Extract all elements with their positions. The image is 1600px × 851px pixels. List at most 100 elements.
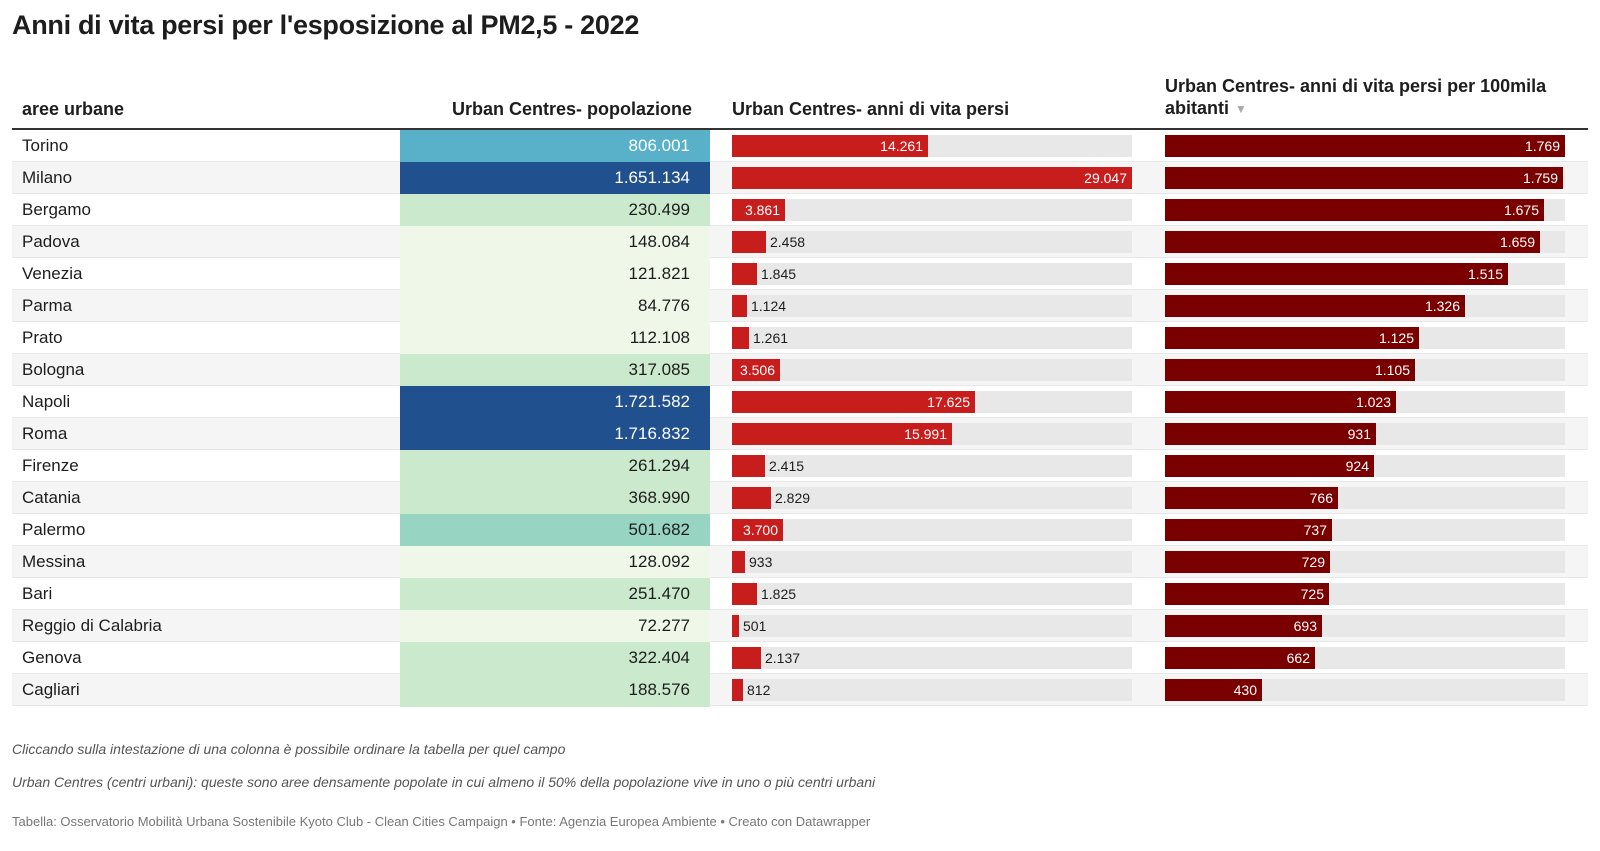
city-name: Catania (22, 488, 81, 507)
city-name: Genova (22, 648, 82, 667)
column-header-years-lost[interactable]: Urban Centres- anni di vita persi (732, 98, 1009, 120)
rate-label: 430 (1233, 682, 1257, 698)
rate-bar-track: 1.759 (1165, 167, 1565, 189)
years-lost-label: 3.700 (742, 522, 778, 538)
city-name: Roma (22, 424, 68, 443)
years-lost-bar (732, 167, 1132, 189)
rate-bar (1165, 423, 1376, 445)
years-lost-bar (732, 615, 739, 637)
years-lost-label: 1.261 (753, 330, 789, 346)
population-cell: 251.470 (400, 578, 710, 611)
city-name: Napoli (22, 392, 71, 411)
population-cell: 1.721.582 (400, 386, 710, 419)
rate-bar (1165, 263, 1508, 285)
data-table: aree urbane Urban Centres- popolazione U… (12, 74, 1588, 707)
years-lost-label: 17.625 (927, 394, 970, 410)
years-bar-track: 3.861 (732, 199, 1132, 221)
years-bar-track: 29.047 (732, 167, 1132, 189)
city-name: Milano (22, 168, 73, 187)
rate-bar (1165, 199, 1544, 221)
triangle-down-icon: ▼ (1235, 102, 1247, 116)
table-row: Reggio di Calabria 72.277 501 693 (12, 610, 1588, 643)
city-name: Palermo (22, 520, 86, 539)
city-name: Venezia (22, 264, 83, 283)
table-header: aree urbane Urban Centres- popolazione U… (12, 74, 1588, 130)
column-header-label: Urban Centres- popolazione (451, 99, 692, 119)
years-lost-label: 2.829 (775, 490, 811, 506)
page-title: Anni di vita persi per l'esposizione al … (12, 10, 640, 40)
years-lost-bar (732, 519, 783, 541)
population-cell: 84.776 (400, 290, 710, 323)
rate-label: 1.769 (1524, 138, 1560, 154)
rate-bar-track: 1.515 (1165, 263, 1565, 285)
population-cell: 261.294 (400, 450, 710, 483)
rate-bar-track: 693 (1165, 615, 1565, 637)
table-row: Parma 84.776 1.124 1.326 (12, 290, 1588, 323)
rate-bar-track: 430 (1165, 679, 1565, 701)
table-row: Roma 1.716.832 15.991 931 (12, 418, 1588, 451)
population-cell: 1.716.832 (400, 418, 710, 451)
years-bar-track: 1.124 (732, 295, 1132, 317)
years-lost-label: 2.458 (770, 234, 806, 250)
rate-bar-track: 1.125 (1165, 327, 1565, 349)
population-cell: 128.092 (400, 546, 710, 579)
rate-bar-track: 725 (1165, 583, 1565, 605)
rate-bar (1165, 455, 1374, 477)
rate-label: 737 (1303, 522, 1327, 538)
years-lost-bar (732, 327, 749, 349)
years-bar-track: 3.700 (732, 519, 1132, 541)
table-row: Napoli 1.721.582 17.625 1.023 (12, 386, 1588, 419)
population-cell: 501.682 (400, 514, 710, 547)
table-row: Padova 148.084 2.458 1.659 (12, 226, 1588, 259)
city-name: Bergamo (22, 200, 91, 219)
years-lost-bar (732, 455, 765, 477)
rate-bar (1165, 231, 1540, 253)
table-row: Venezia 121.821 1.845 1.515 (12, 258, 1588, 291)
years-lost-label: 15.991 (904, 426, 947, 442)
rate-label: 1.659 (1499, 234, 1535, 250)
rate-bar (1165, 647, 1315, 669)
years-bar-track: 1.825 (732, 583, 1132, 605)
column-header-population[interactable]: Urban Centres- popolazione (400, 98, 692, 120)
table-row: Genova 322.404 2.137 662 (12, 642, 1588, 675)
rate-bar (1165, 295, 1465, 317)
rate-label: 766 (1309, 490, 1333, 506)
years-bar-track: 933 (732, 551, 1132, 573)
table-row: Firenze 261.294 2.415 924 (12, 450, 1588, 483)
column-header-rate-per-100k[interactable]: Urban Centres- anni di vita persi per 10… (1165, 75, 1575, 120)
table-row: Catania 368.990 2.829 766 (12, 482, 1588, 515)
years-bar-track: 501 (732, 615, 1132, 637)
rate-bar-track: 1.769 (1165, 135, 1565, 157)
years-lost-bar (732, 423, 952, 445)
years-bar-track: 14.261 (732, 135, 1132, 157)
column-header-name[interactable]: aree urbane (22, 98, 124, 120)
years-lost-label: 933 (749, 554, 773, 570)
years-lost-label: 29.047 (1084, 170, 1127, 186)
years-lost-label: 1.845 (761, 266, 797, 282)
rate-label: 1.759 (1522, 170, 1558, 186)
population-cell: 230.499 (400, 194, 710, 227)
table-note-definition: Urban Centres (centri urbani): queste so… (12, 774, 876, 790)
rate-bar (1165, 615, 1322, 637)
table-row: Messina 128.092 933 729 (12, 546, 1588, 579)
years-lost-label: 3.506 (739, 362, 775, 378)
column-header-label: Urban Centres- anni di vita persi (732, 99, 1010, 119)
table-row: Palermo 501.682 3.700 737 (12, 514, 1588, 547)
rate-bar-track: 1.675 (1165, 199, 1565, 221)
rate-bar-track: 1.659 (1165, 231, 1565, 253)
years-bar-track: 15.991 (732, 423, 1132, 445)
rate-bar-track: 1.105 (1165, 359, 1565, 381)
table-row: Prato 112.108 1.261 1.125 (12, 322, 1588, 355)
years-lost-bar (732, 231, 766, 253)
rate-bar (1165, 551, 1330, 573)
years-bar-track: 2.415 (732, 455, 1132, 477)
rate-bar-track: 766 (1165, 487, 1565, 509)
years-lost-label: 2.415 (769, 458, 805, 474)
years-bar-track: 2.137 (732, 647, 1132, 669)
years-lost-bar (732, 583, 757, 605)
rate-bar (1165, 583, 1329, 605)
rate-bar (1165, 679, 1262, 701)
table-row: Milano 1.651.134 29.047 1.759 (12, 162, 1588, 195)
rate-bar (1165, 391, 1396, 413)
rate-bar-track: 729 (1165, 551, 1565, 573)
